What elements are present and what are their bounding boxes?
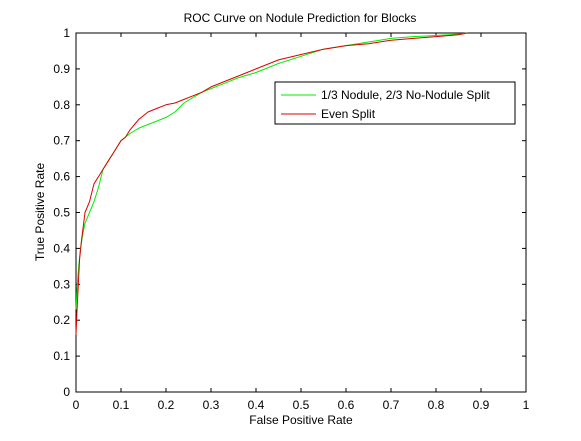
x-tick-label: 0.4 — [248, 398, 265, 412]
y-tick-label: 0.4 — [53, 241, 70, 255]
y-tick-label: 0.5 — [53, 206, 70, 220]
chart-title: ROC Curve on Nodule Prediction for Block… — [184, 11, 417, 25]
x-tick-label: 0.9 — [473, 398, 490, 412]
x-axis-ticks: 0 0.1 0.2 0.3 0.4 0.5 0.6 0.7 0.8 0.9 1 — [73, 33, 530, 412]
x-tick-label: 0 — [73, 398, 80, 412]
y-tick-label: 0.9 — [53, 62, 70, 76]
y-axis-ticks: 0 0.1 0.2 0.3 0.4 0.5 0.6 0.7 0.8 0.9 1 — [53, 26, 526, 399]
series-lines — [75, 32, 468, 335]
y-axis-label: True Positive Rate — [33, 163, 47, 262]
x-tick-label: 0.6 — [338, 398, 355, 412]
x-tick-label: 0.2 — [158, 398, 175, 412]
y-tick-label: 0.2 — [53, 313, 70, 327]
x-axis-label: False Positive Rate — [249, 413, 353, 427]
y-tick-label: 0 — [63, 385, 70, 399]
y-tick-label: 0.3 — [53, 277, 70, 291]
x-tick-label: 0.7 — [383, 398, 400, 412]
y-tick-label: 1 — [63, 26, 70, 40]
series-line-2 — [75, 32, 468, 335]
x-tick-label: 0.5 — [293, 398, 310, 412]
y-tick-label: 0.6 — [53, 170, 70, 184]
legend-label-series-2: Even Split — [321, 107, 376, 121]
x-tick-label: 0.8 — [428, 398, 445, 412]
legend-label-series-1: 1/3 Nodule, 2/3 No-Nodule Split — [321, 88, 490, 102]
x-tick-label: 0.1 — [113, 398, 130, 412]
legend: 1/3 Nodule, 2/3 No-Nodule Split Even Spl… — [274, 81, 516, 125]
x-tick-label: 0.3 — [203, 398, 220, 412]
y-tick-label: 0.8 — [53, 98, 70, 112]
legend-box — [274, 81, 516, 125]
x-tick-label: 1 — [523, 398, 530, 412]
y-tick-label: 0.1 — [53, 349, 70, 363]
y-tick-label: 0.7 — [53, 134, 70, 148]
